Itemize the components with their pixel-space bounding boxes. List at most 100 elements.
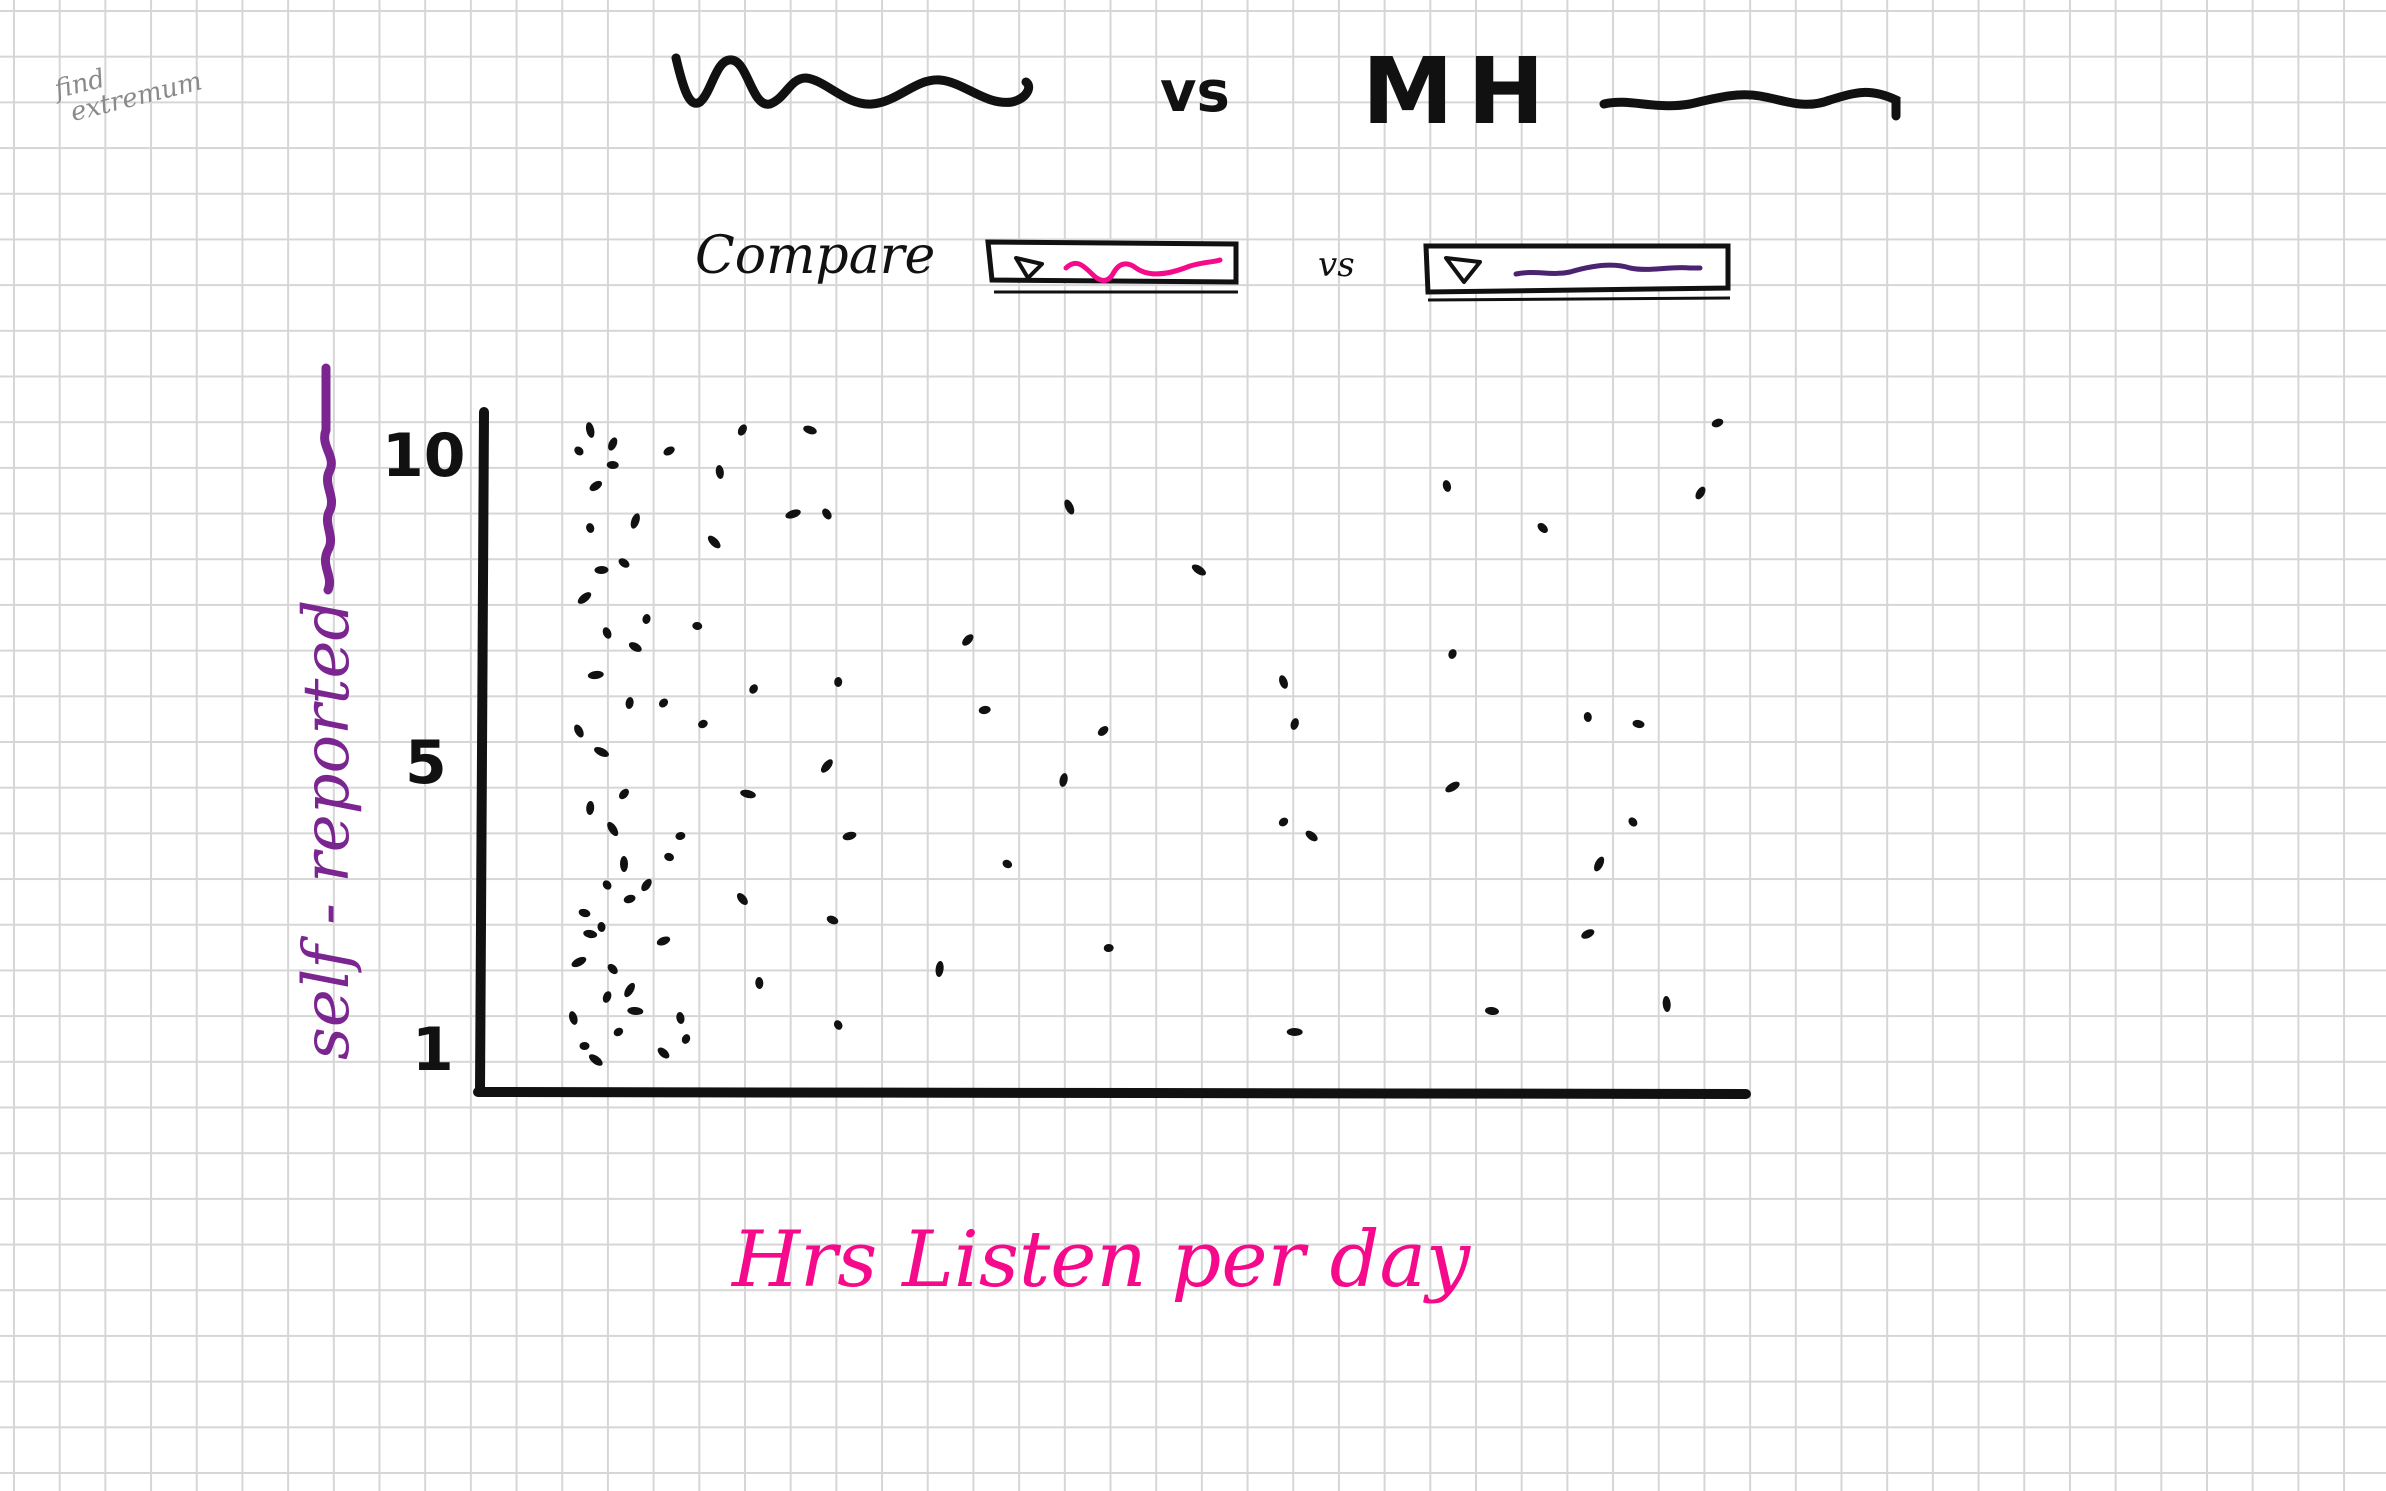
scatter-point (594, 565, 609, 575)
scatter-point (585, 422, 595, 438)
y-axis (475, 407, 489, 1097)
scatter-point (737, 424, 747, 436)
scatter-point (736, 893, 748, 905)
scatter-point (826, 915, 839, 925)
scatter-point (623, 894, 636, 904)
scatter-point (755, 977, 764, 989)
y-axis-label: self - reported (290, 599, 364, 1060)
scatter-point (583, 929, 598, 939)
scatter-point (627, 1006, 644, 1016)
scatter-point (1305, 830, 1318, 842)
scatter-point (664, 852, 674, 862)
scatter-point (657, 1047, 670, 1059)
scatter-point (749, 684, 758, 694)
scatter-point (1059, 773, 1068, 787)
scatter-point (663, 446, 675, 456)
scatter-point (1442, 480, 1452, 492)
scatter-point (619, 856, 629, 872)
title-right: MH (1362, 38, 1559, 145)
scatter-point (715, 465, 724, 479)
scatter-point (834, 677, 843, 687)
scatter-point (1448, 649, 1457, 659)
scatter-point (602, 880, 612, 890)
scatter-point (820, 759, 833, 773)
scatter-point (568, 1011, 578, 1025)
scatter-point (1537, 522, 1548, 534)
scatter-point (597, 922, 606, 932)
scatter-point (676, 1012, 685, 1024)
scatter-point (607, 963, 618, 975)
scatter-point (692, 621, 703, 631)
scatter-point (1581, 929, 1595, 939)
dropdown-2-purple-squiggle (1513, 262, 1703, 277)
scatter-point (656, 936, 671, 946)
scatter-point (594, 747, 609, 757)
scatter-point (571, 956, 587, 968)
scatter-point (935, 961, 944, 977)
scatter-point (1445, 781, 1460, 793)
scatter-point (607, 821, 619, 837)
scatter-point (630, 513, 640, 529)
scatter-point (1103, 943, 1114, 953)
scatter-point (1628, 817, 1638, 827)
scatter-point (618, 558, 630, 568)
scatter-point (578, 908, 591, 918)
scatter-point (1290, 718, 1299, 730)
scatter-point (1278, 817, 1289, 827)
scatter-point (574, 724, 584, 738)
dropdown-1-pink-squiggle (1063, 257, 1223, 283)
scatter-point (698, 719, 708, 729)
scatter-point (740, 789, 756, 799)
measure-dropdown-2[interactable] (1423, 243, 1731, 302)
x-axis-label: Hrs Listen per day (732, 1215, 1471, 1305)
scatter-points (568, 418, 1724, 1066)
scatter-point (1485, 1006, 1499, 1016)
scatter-point (606, 460, 619, 470)
scatter-point (1662, 996, 1671, 1012)
scatter-point (586, 801, 595, 815)
scatter-point (1191, 564, 1206, 576)
scatter-point (624, 982, 635, 998)
y-tick-label-1: 1 (412, 1015, 454, 1085)
scatter-point (1064, 499, 1075, 515)
scatter-point (962, 634, 974, 646)
scatter-point (574, 446, 584, 456)
title-vs: vs (1160, 60, 1230, 125)
compare-vs: vs (1318, 245, 1355, 285)
scatter-point (589, 480, 603, 492)
scatter-point (1594, 856, 1605, 872)
scatter-point (681, 1034, 691, 1044)
scatter-point (641, 878, 652, 892)
y-tick-label-5: 5 (405, 728, 447, 798)
scatter-point (602, 627, 612, 639)
scatter-point (1711, 418, 1724, 428)
scatter-point (1695, 486, 1706, 500)
scatter-point (707, 535, 721, 549)
scatter-point (619, 788, 629, 800)
scatter-point (785, 509, 801, 519)
scatter-point (1286, 1027, 1303, 1037)
scatter-point (1583, 712, 1592, 722)
ylabel-purple-squiggle (320, 363, 336, 595)
scatter-point (1279, 675, 1288, 689)
scatter-point (628, 642, 642, 652)
triangle-icon (1444, 256, 1482, 284)
scatter-point (1002, 859, 1013, 869)
y-tick-label-10: 10 (382, 421, 466, 491)
scatter-point (613, 1027, 624, 1037)
scatter-point (642, 614, 651, 624)
scatter-point (1632, 719, 1645, 729)
compare-label: Compare (695, 226, 936, 286)
scatter-point (833, 1020, 843, 1030)
scatter-point (586, 523, 595, 533)
scatter-point (675, 831, 686, 841)
scatter-point (588, 1054, 603, 1066)
scatter-point (803, 425, 817, 435)
scatter-point (1097, 726, 1109, 736)
measure-dropdown-1[interactable] (985, 239, 1239, 294)
scatter-point (658, 698, 669, 708)
scatter-point (822, 508, 832, 520)
scatter-point (842, 831, 857, 841)
x-axis (473, 1087, 1751, 1099)
